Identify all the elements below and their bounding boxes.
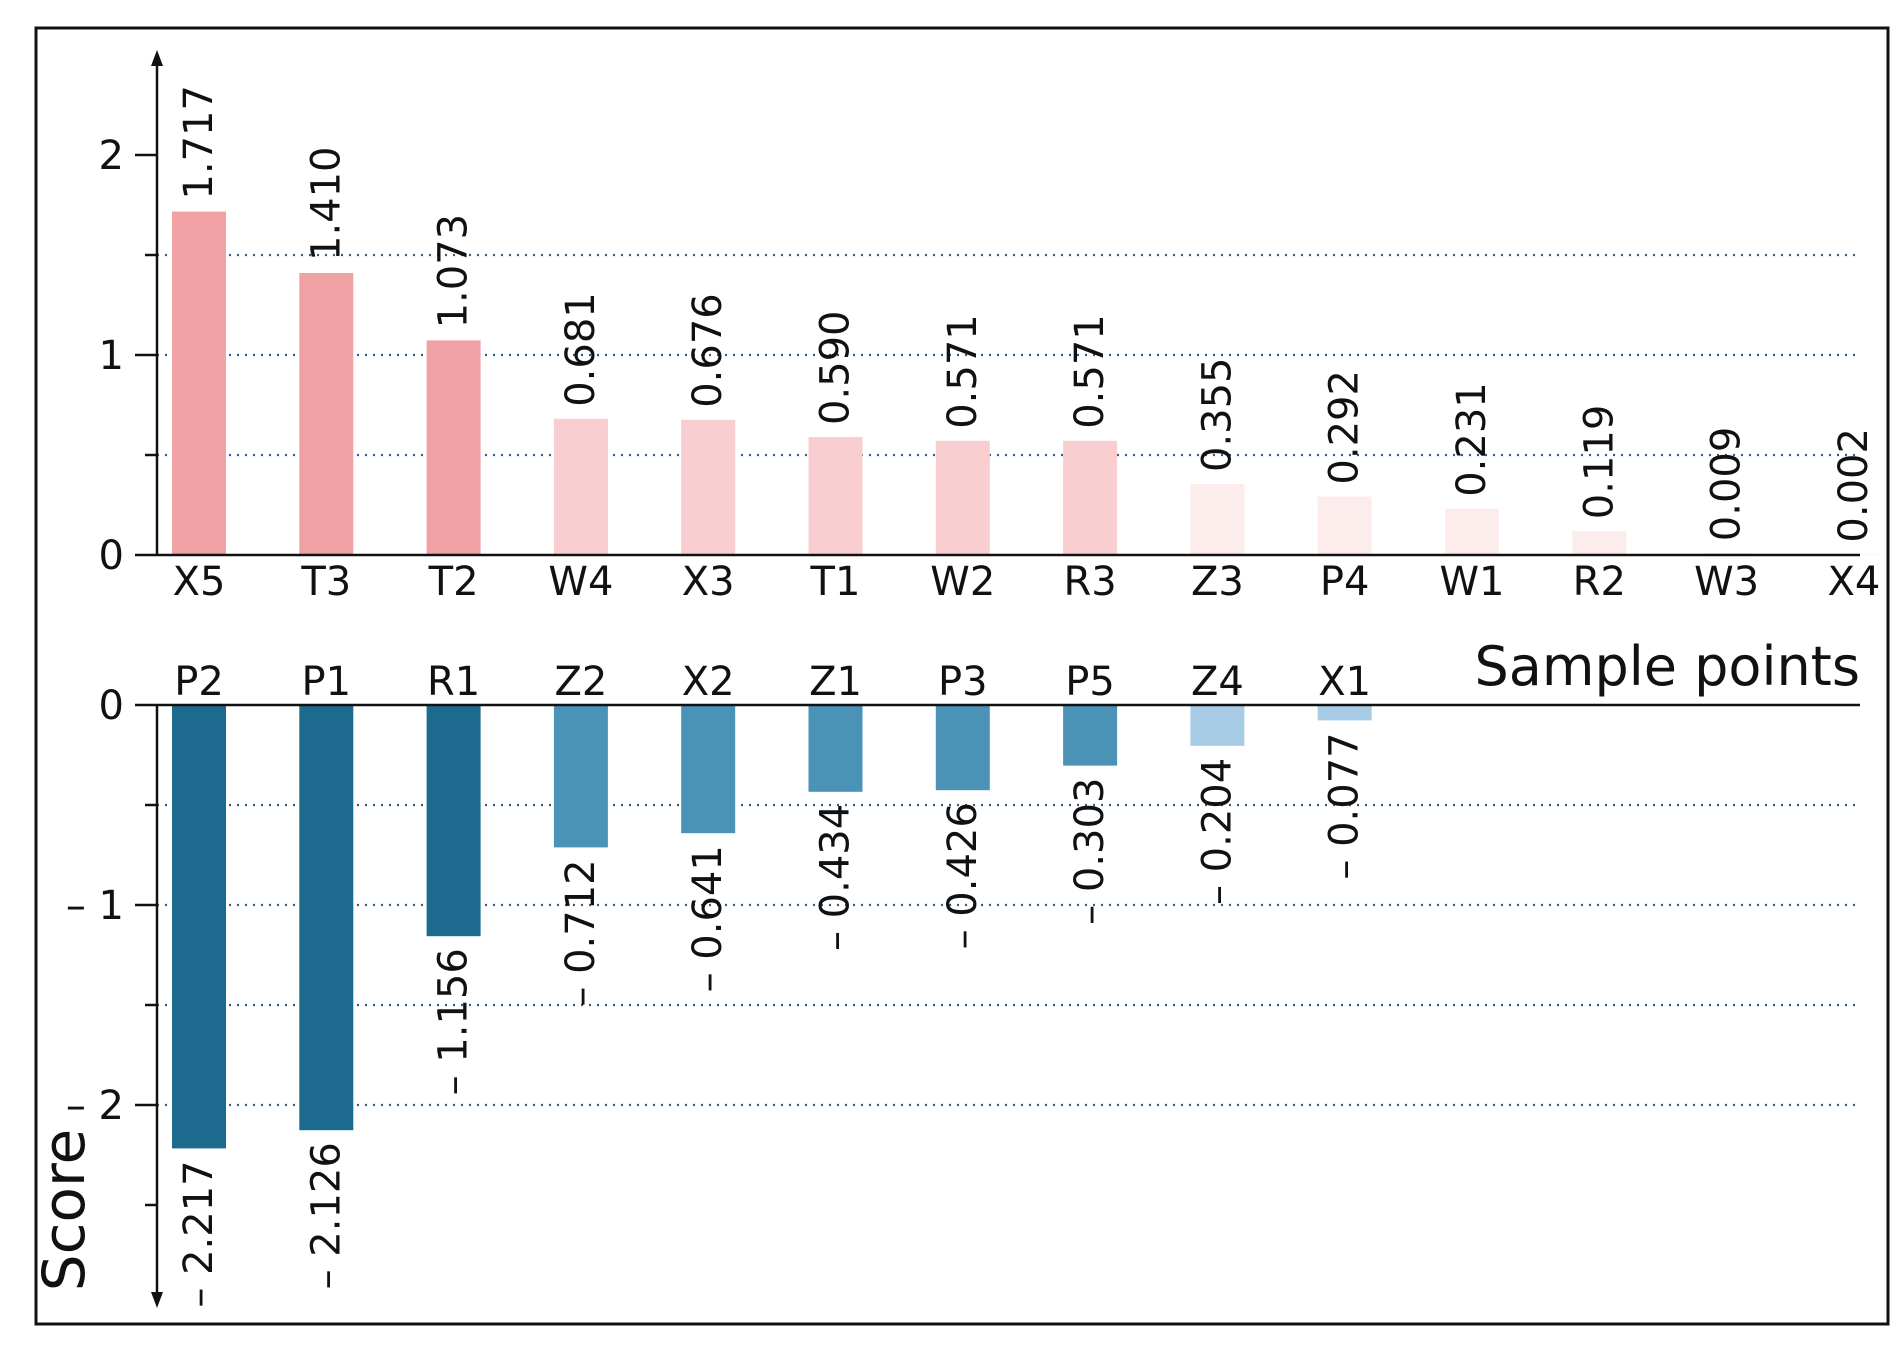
bar-value-label: – 0.641 (685, 845, 731, 992)
bar-positive (426, 340, 481, 555)
bar-value-label: – 0.434 (813, 804, 859, 951)
bar-value-label: – 0.712 (558, 859, 604, 1006)
bar-value-label: – 2.217 (176, 1160, 222, 1307)
x-tick-label: P3 (938, 659, 988, 705)
x-axis-title: Sample points (1475, 635, 1861, 698)
x-tick-label: P5 (1065, 659, 1115, 705)
y-tick-label: – 2 (66, 1083, 124, 1129)
bar-value-label: 1.410 (303, 146, 349, 261)
bar-value-label: 0.571 (1067, 314, 1113, 429)
bar-positive (1445, 508, 1499, 555)
bar-positive (935, 440, 990, 555)
bar-value-label: 0.355 (1194, 357, 1240, 472)
bar-negative (1317, 705, 1372, 721)
x-tick-label: W3 (1694, 559, 1759, 605)
bar-value-label: – 0.426 (940, 802, 986, 949)
bar-negative (808, 705, 863, 792)
x-tick-label: P2 (174, 659, 224, 705)
y-tick-label: 0 (99, 683, 124, 729)
bar-value-label: – 2.126 (303, 1142, 349, 1289)
x-tick-label: X3 (682, 559, 735, 605)
y-tick-label: 0 (99, 533, 124, 579)
x-tick-label: X2 (682, 659, 735, 705)
bar-value-label: 0.002 (1831, 428, 1877, 543)
bar-value-label: 0.571 (940, 314, 986, 429)
bars (172, 211, 1881, 1149)
y-tick-label: 1 (99, 333, 124, 379)
bar-value-label: – 0.204 (1194, 758, 1240, 905)
y-tick-label: 2 (99, 133, 124, 179)
bar-positive (553, 418, 608, 555)
x-tick-label: P1 (302, 659, 352, 705)
bar-negative (1063, 705, 1118, 766)
bar-negative (681, 705, 736, 834)
y-tick-label: – 1 (66, 883, 124, 929)
bar-value-label: 0.590 (813, 310, 859, 425)
bar-value-label: 0.681 (558, 292, 604, 407)
bar-positive (1317, 496, 1372, 555)
y-axis-arrow-down (151, 1292, 163, 1308)
bar-value-label: – 1.156 (431, 948, 477, 1095)
bar-negative (299, 705, 354, 1131)
chart-frame (34, 26, 1890, 1326)
x-tick-label: W1 (1440, 559, 1505, 605)
bar-value-label: 1.717 (176, 85, 222, 200)
x-tick-label: R1 (427, 659, 480, 705)
x-tick-label: Z4 (1191, 659, 1244, 705)
bar-value-label: 0.009 (1704, 427, 1750, 542)
labels: 1.717 X5 1.410 T3 1.073 T2 0.681 W4 0.676 X3 0.590… (66, 85, 1881, 1308)
x-tick-label: W2 (930, 559, 995, 605)
bar-negative (553, 705, 608, 848)
y-axis-title: Score (30, 1129, 98, 1291)
bar-positive (1190, 484, 1245, 555)
x-tick-label: T2 (428, 559, 479, 605)
x-tick-label: X4 (1827, 559, 1880, 605)
bar-negative (1190, 705, 1245, 746)
bar-positive (681, 419, 736, 555)
bar-negative (426, 705, 481, 937)
x-tick-label: R3 (1063, 559, 1116, 605)
bar-positive (1572, 531, 1627, 555)
x-tick-label: X5 (173, 559, 226, 605)
bar-value-label: – 0.303 (1067, 778, 1113, 925)
axes (135, 50, 1860, 1308)
bar-negative (172, 705, 226, 1149)
bar-value-label: 0.231 (1449, 382, 1495, 497)
bar-positive (1063, 440, 1118, 555)
x-tick-label: Z2 (554, 659, 607, 705)
bar-negative (935, 705, 990, 791)
bar-value-label: 0.292 (1322, 370, 1368, 485)
bar-value-label: 0.676 (685, 293, 731, 408)
x-tick-label: R2 (1573, 559, 1626, 605)
bar-positive (172, 211, 226, 555)
bar-positive (299, 273, 354, 555)
bar-value-label: 1.073 (431, 214, 477, 329)
x-tick-label: Z3 (1191, 559, 1244, 605)
x-tick-label: W4 (548, 559, 613, 605)
x-tick-label: T1 (810, 559, 861, 605)
x-tick-label: P4 (1320, 559, 1370, 605)
bar-positive (808, 437, 863, 555)
y-axis-arrow-up (151, 50, 163, 66)
x-tick-label: X1 (1318, 659, 1371, 705)
x-tick-label: T3 (300, 559, 351, 605)
bar-value-label: 0.119 (1576, 405, 1622, 520)
x-tick-label: Z1 (809, 659, 862, 705)
bar-value-label: – 0.077 (1322, 732, 1368, 879)
